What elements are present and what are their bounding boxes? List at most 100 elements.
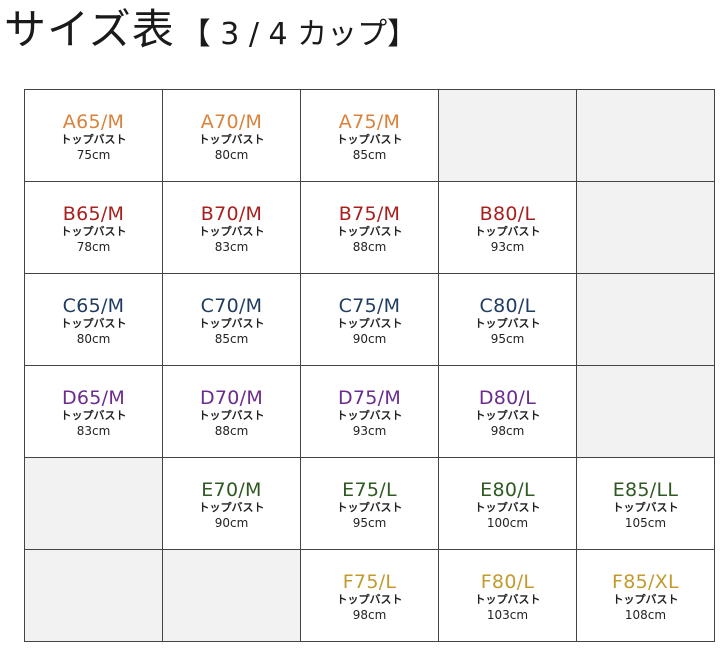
size-cell: E70/M トップバスト 90cm: [163, 458, 301, 550]
size-code: C70/M: [200, 295, 263, 317]
measure-value: 93cm: [490, 240, 525, 254]
measure-label: トップバスト: [336, 409, 403, 422]
measure-value: 93cm: [352, 424, 387, 438]
size-cell: B80/L トップバスト 93cm: [439, 182, 577, 274]
size-code: F80/L: [480, 571, 535, 593]
measure-value: 88cm: [352, 240, 387, 254]
size-table: A65/M トップバスト 75cm A70/M トップバスト 80cm A75/M トップバス…: [24, 89, 715, 642]
measure-label: トップバスト: [60, 133, 127, 146]
size-code: F85/XL: [612, 571, 679, 593]
size-code: D65/M: [61, 387, 126, 409]
empty-cell: [577, 90, 715, 182]
empty-cell: [25, 550, 163, 642]
measure-value: 98cm: [490, 424, 525, 438]
size-code: C80/L: [479, 295, 536, 317]
measure-label: トップバスト: [474, 225, 541, 238]
measure-label: トップバスト: [198, 133, 265, 146]
measure-label: トップバスト: [336, 317, 403, 330]
measure-label: トップバスト: [198, 317, 265, 330]
table-row: F75/L トップバスト 98cm F80/L トップバスト 103cm F85/XL トップ…: [25, 550, 715, 642]
measure-value: 83cm: [214, 240, 249, 254]
size-cell: D65/M トップバスト 83cm: [25, 366, 163, 458]
size-cell: C65/M トップバスト 80cm: [25, 274, 163, 366]
measure-label: トップバスト: [474, 501, 541, 514]
table-row: D65/M トップバスト 83cm D70/M トップバスト 88cm D75/M トップバス…: [25, 366, 715, 458]
measure-value: 83cm: [76, 424, 111, 438]
measure-value: 100cm: [486, 516, 529, 530]
table-row: B65/M トップバスト 78cm B70/M トップバスト 83cm B75/M トップバス…: [25, 182, 715, 274]
size-cell: E75/L トップバスト 95cm: [301, 458, 439, 550]
measure-value: 88cm: [214, 424, 249, 438]
size-cell: A70/M トップバスト 80cm: [163, 90, 301, 182]
measure-label: トップバスト: [60, 409, 127, 422]
size-code: A70/M: [200, 111, 263, 133]
size-cell: B70/M トップバスト 83cm: [163, 182, 301, 274]
measure-label: トップバスト: [336, 225, 403, 238]
size-code: E80/L: [480, 479, 535, 501]
measure-value: 85cm: [214, 332, 249, 346]
measure-label: トップバスト: [474, 317, 541, 330]
measure-value: 80cm: [214, 148, 249, 162]
table-row: A65/M トップバスト 75cm A70/M トップバスト 80cm A75/M トップバス…: [25, 90, 715, 182]
empty-cell: [439, 90, 577, 182]
size-cell: F85/XL トップバスト 108cm: [577, 550, 715, 642]
measure-label: トップバスト: [198, 225, 265, 238]
empty-cell: [577, 366, 715, 458]
size-cell: D75/M トップバスト 93cm: [301, 366, 439, 458]
size-code: C65/M: [62, 295, 125, 317]
measure-value: 95cm: [352, 516, 387, 530]
size-code: E70/M: [201, 479, 262, 501]
empty-cell: [163, 550, 301, 642]
measure-value: 90cm: [214, 516, 249, 530]
size-cell: C80/L トップバスト 95cm: [439, 274, 577, 366]
size-code: D70/M: [199, 387, 264, 409]
measure-label: トップバスト: [336, 593, 403, 606]
measure-value: 85cm: [352, 148, 387, 162]
measure-label: トップバスト: [60, 225, 127, 238]
measure-label: トップバスト: [198, 409, 265, 422]
size-code: E75/L: [342, 479, 397, 501]
size-code: D75/M: [337, 387, 402, 409]
measure-label: トップバスト: [474, 409, 541, 422]
size-cell: B75/M トップバスト 88cm: [301, 182, 439, 274]
size-code: B80/L: [479, 203, 536, 225]
measure-label: トップバスト: [474, 593, 541, 606]
measure-label: トップバスト: [198, 501, 265, 514]
size-cell: E85/LL トップバスト 105cm: [577, 458, 715, 550]
measure-label: トップバスト: [336, 133, 403, 146]
page-title: サイズ表【 3 / 4 カップ】: [4, 0, 417, 60]
measure-value: 75cm: [76, 148, 111, 162]
size-cell: C70/M トップバスト 85cm: [163, 274, 301, 366]
title-sub: 【 3 / 4 カップ】: [180, 17, 418, 52]
measure-value: 98cm: [352, 608, 387, 622]
size-code: D80/L: [478, 387, 537, 409]
measure-value: 103cm: [486, 608, 529, 622]
size-cell: E80/L トップバスト 100cm: [439, 458, 577, 550]
size-cell: B65/M トップバスト 78cm: [25, 182, 163, 274]
size-code: E85/LL: [612, 479, 679, 501]
measure-value: 105cm: [624, 516, 667, 530]
size-cell: A75/M トップバスト 85cm: [301, 90, 439, 182]
title-main: サイズ表: [4, 5, 175, 54]
measure-label: トップバスト: [336, 501, 403, 514]
empty-cell: [577, 182, 715, 274]
size-cell: A65/M トップバスト 75cm: [25, 90, 163, 182]
table-row: E70/M トップバスト 90cm E75/L トップバスト 95cm E80/L トップバス…: [25, 458, 715, 550]
measure-value: 78cm: [76, 240, 111, 254]
size-cell: F80/L トップバスト 103cm: [439, 550, 577, 642]
size-code: B75/M: [338, 203, 401, 225]
size-code: B65/M: [62, 203, 125, 225]
measure-label: トップバスト: [612, 501, 679, 514]
measure-label: トップバスト: [612, 593, 679, 606]
size-code: F75/L: [342, 571, 397, 593]
size-code: A65/M: [62, 111, 125, 133]
table-row: C65/M トップバスト 80cm C70/M トップバスト 85cm C75/M トップバス…: [25, 274, 715, 366]
size-code: A75/M: [338, 111, 401, 133]
size-cell: D70/M トップバスト 88cm: [163, 366, 301, 458]
measure-value: 80cm: [76, 332, 111, 346]
size-cell: C75/M トップバスト 90cm: [301, 274, 439, 366]
measure-value: 108cm: [624, 608, 667, 622]
empty-cell: [577, 274, 715, 366]
measure-value: 90cm: [352, 332, 387, 346]
size-code: B70/M: [200, 203, 263, 225]
